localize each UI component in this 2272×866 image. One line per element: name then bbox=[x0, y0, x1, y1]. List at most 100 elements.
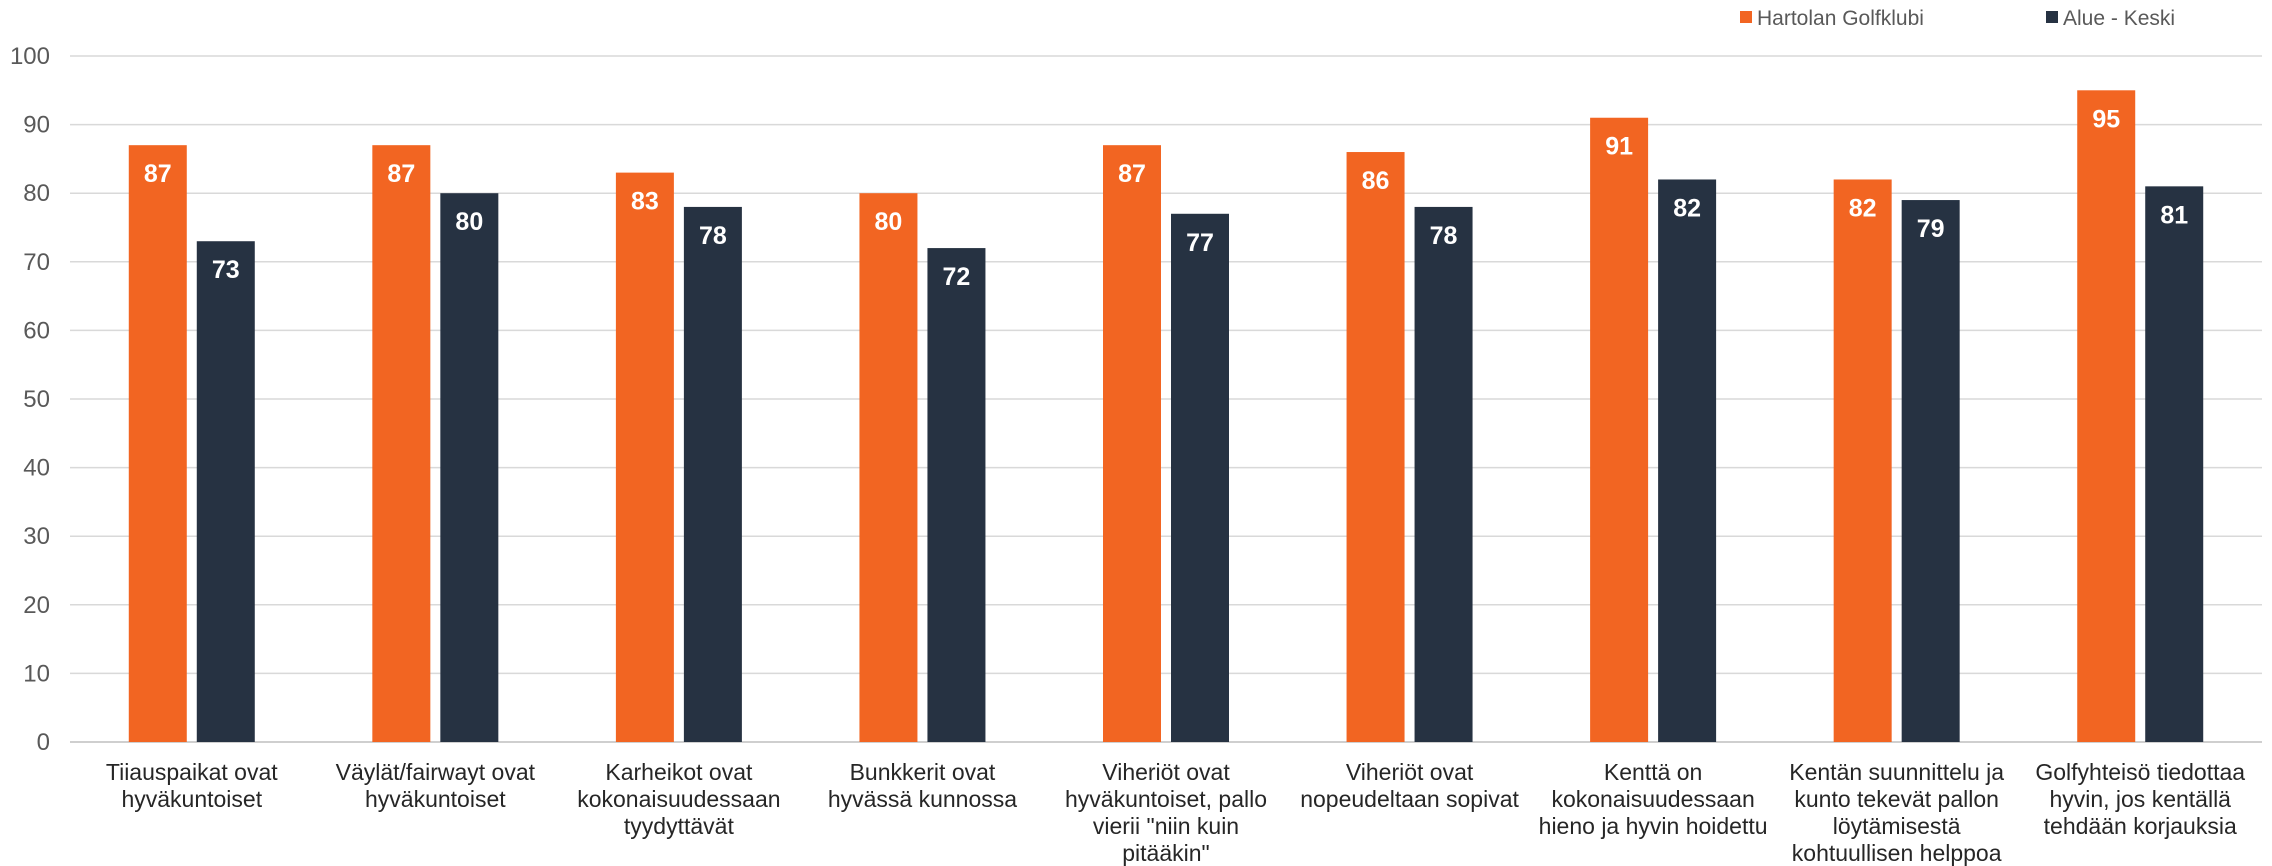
bar-hartolan-golfklubi bbox=[859, 193, 918, 742]
x-category-label: Viheriöt ovat hyväkuntoiset, pallo vierii … bbox=[1065, 759, 1267, 866]
y-axis: 0 10 20 30 40 50 60 70 80 90 100 bbox=[10, 43, 50, 756]
data-label: 95 bbox=[2092, 105, 2120, 133]
x-category-label: Viheriöt ovat nopeudeltaan sopivat bbox=[1300, 759, 1519, 812]
data-label: 87 bbox=[1118, 160, 1146, 188]
x-category-label-line: Golfyhteisö tiedottaa bbox=[2035, 759, 2245, 785]
bar-hartolan-golfklubi bbox=[615, 172, 674, 742]
data-label: 73 bbox=[212, 256, 240, 284]
x-category-label-line: hyväkuntoiset bbox=[121, 786, 262, 812]
bar-group: 95 81 bbox=[2077, 90, 2204, 743]
x-category-label-line: Väylät/fairwayt ovat bbox=[336, 759, 536, 785]
x-category-label: Karheikot ovat kokonaisuudessaan tyydyttäv… bbox=[577, 759, 780, 839]
x-category-label: Golfyhteisö tiedottaa hyvin, jos kentällä… bbox=[2035, 759, 2245, 839]
x-category-label: Väylät/fairwayt ovat hyväkuntoiset bbox=[336, 759, 536, 812]
y-tick-label: 70 bbox=[23, 249, 50, 276]
y-tick-label: 60 bbox=[23, 317, 50, 344]
y-tick-label: 80 bbox=[23, 180, 50, 207]
y-tick-label: 30 bbox=[23, 523, 50, 550]
bar-alue-keski bbox=[440, 193, 499, 742]
x-category-label-line: hyväkuntoiset bbox=[365, 786, 506, 812]
legend: Hartolan Golfklubi Alue - Keski bbox=[1740, 7, 2175, 30]
x-category-label-line: tyydyttävät bbox=[624, 813, 735, 839]
data-label: 79 bbox=[1917, 215, 1945, 243]
x-category-label-line: hyvässä kunnossa bbox=[828, 786, 1017, 812]
data-label: 87 bbox=[387, 160, 415, 188]
data-label: 86 bbox=[1362, 167, 1390, 195]
x-category-label-line: hyvin, jos kentällä bbox=[2049, 786, 2231, 812]
x-category-label-line: Viheriöt ovat bbox=[1102, 759, 1230, 785]
bar-alue-keski bbox=[683, 206, 742, 743]
y-tick-label: 100 bbox=[10, 43, 50, 70]
x-category-label-line: vierii "niin kuin bbox=[1093, 813, 1239, 839]
x-category-label: Tiiauspaikat ovat hyväkuntoiset bbox=[106, 759, 278, 812]
data-label: 81 bbox=[2160, 201, 2188, 229]
y-tick-label: 40 bbox=[23, 455, 50, 482]
x-axis: Tiiauspaikat ovat hyväkuntoisetVäylät/fai… bbox=[106, 759, 2245, 866]
bar-hartolan-golfklubi bbox=[372, 145, 431, 742]
bar-alue-keski bbox=[1414, 206, 1473, 743]
x-category-label-line: hyväkuntoiset, pallo bbox=[1065, 786, 1267, 812]
legend-swatch bbox=[1740, 11, 1752, 23]
bar-alue-keski bbox=[927, 248, 986, 742]
bar-group: 86 78 bbox=[1346, 152, 1473, 743]
data-label: 72 bbox=[943, 263, 971, 291]
y-tick-label: 20 bbox=[23, 592, 50, 619]
x-category-label-line: kunto tekevät pallon bbox=[1794, 786, 1999, 812]
bar-group: 80 72 bbox=[859, 193, 986, 742]
legend-swatch bbox=[2046, 11, 2058, 23]
x-category-label: Bunkkerit ovat hyvässä kunnossa bbox=[828, 759, 1017, 812]
x-category-label-line: Kentän suunnittelu ja bbox=[1789, 759, 2004, 785]
data-label: 77 bbox=[1186, 229, 1214, 257]
bar-alue-keski bbox=[2145, 186, 2204, 743]
bar-alue-keski bbox=[1901, 200, 1960, 742]
legend-label: Alue - Keski bbox=[2063, 7, 2175, 30]
x-category-label-line: Kenttä on bbox=[1604, 759, 1702, 785]
bar-group: 87 73 bbox=[128, 145, 255, 742]
x-category-label-line: nopeudeltaan sopivat bbox=[1300, 786, 1519, 812]
data-label: 80 bbox=[455, 208, 483, 236]
gridlines bbox=[70, 55, 2262, 743]
x-category-label-line: kokonaisuudessaan bbox=[1551, 786, 1754, 812]
bar-group: 82 79 bbox=[1833, 179, 1960, 743]
x-category-label-line: pitääkin" bbox=[1122, 840, 1209, 866]
data-label: 82 bbox=[1673, 194, 1701, 222]
x-category-label-line: tehdään korjauksia bbox=[2044, 813, 2237, 839]
data-label: 87 bbox=[144, 160, 172, 188]
data-label: 83 bbox=[631, 188, 659, 216]
x-category-label-line: löytämisestä bbox=[1833, 813, 1961, 839]
bar-hartolan-golfklubi bbox=[1346, 152, 1405, 743]
x-category-label-line: Tiiauspaikat ovat bbox=[106, 759, 278, 785]
bar-group: 83 78 bbox=[615, 172, 742, 743]
y-tick-label: 90 bbox=[23, 112, 50, 139]
bar-hartolan-golfklubi bbox=[1833, 179, 1892, 743]
data-label: 80 bbox=[875, 208, 903, 236]
x-category-label-line: Viheriöt ovat bbox=[1346, 759, 1474, 785]
bar-hartolan-golfklubi bbox=[2077, 90, 2136, 743]
x-category-label-line: Karheikot ovat bbox=[605, 759, 753, 785]
y-tick-label: 50 bbox=[23, 386, 50, 413]
bar-alue-keski bbox=[196, 241, 255, 742]
bar-group: 87 77 bbox=[1103, 145, 1229, 742]
bar-hartolan-golfklubi bbox=[1103, 145, 1161, 742]
data-label: 78 bbox=[699, 222, 727, 250]
bar-alue-keski bbox=[1658, 179, 1717, 743]
bar-group: 91 82 bbox=[1590, 117, 1717, 743]
legend-item: Alue - Keski bbox=[2046, 7, 2175, 30]
y-tick-label: 10 bbox=[23, 660, 50, 687]
x-category-label-line: hieno ja hyvin hoidettu bbox=[1539, 813, 1768, 839]
x-category-label: Kenttä on kokonaisuudessaan hieno ja hyvin… bbox=[1539, 759, 1768, 839]
legend-label: Hartolan Golfklubi bbox=[1757, 7, 1924, 30]
x-category-label: Kentän suunnittelu ja kunto tekevät pallo… bbox=[1789, 759, 2004, 866]
bar-hartolan-golfklubi bbox=[1590, 117, 1649, 743]
x-category-label-line: kohtuullisen helppoa bbox=[1792, 840, 2002, 866]
bar-alue-keski bbox=[1171, 213, 1229, 742]
y-tick-label: 0 bbox=[37, 729, 50, 756]
data-label: 78 bbox=[1430, 222, 1458, 250]
x-category-label-line: Bunkkerit ovat bbox=[850, 759, 996, 785]
bars: 87 73 87 80 83 78 80 72 87 77 86 78 91 82 82 79 95 81 bbox=[128, 90, 2204, 743]
x-category-label-line: kokonaisuudessaan bbox=[577, 786, 780, 812]
bar-group: 87 80 bbox=[372, 145, 499, 742]
bar-hartolan-golfklubi bbox=[128, 145, 187, 742]
data-label: 91 bbox=[1605, 133, 1633, 161]
